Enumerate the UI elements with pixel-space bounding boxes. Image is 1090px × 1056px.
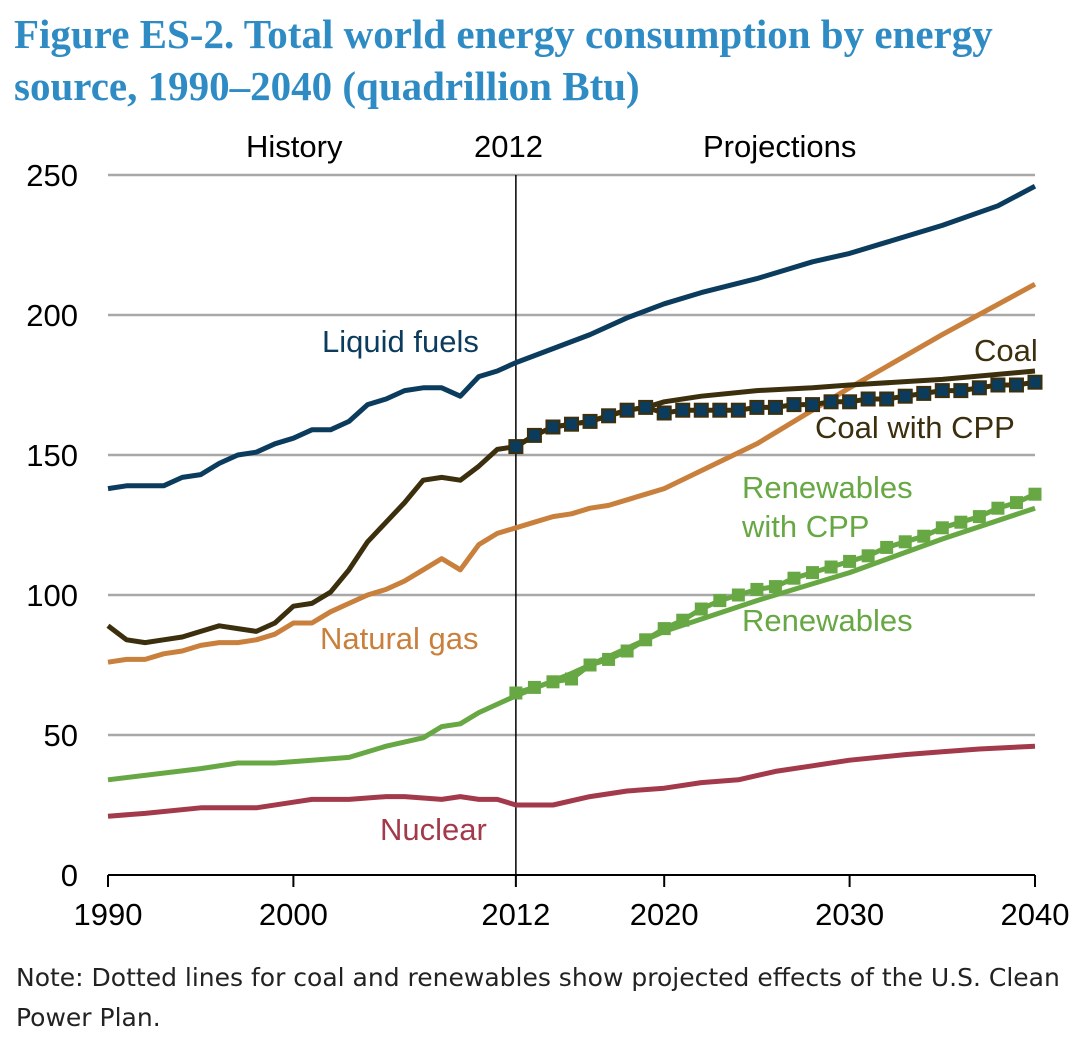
series-renewables-with-cpp-marker	[824, 560, 838, 574]
y-tick-label: 100	[26, 578, 78, 613]
series-coal-with-cpp-marker	[1027, 374, 1043, 390]
series-coal-with-cpp-marker	[545, 419, 561, 435]
series-renewables-with-cpp-marker	[917, 529, 931, 543]
series-coal-with-cpp-marker	[712, 402, 728, 418]
series-renewables-with-cpp-marker	[861, 549, 875, 563]
series-coal-with-cpp-marker	[934, 383, 950, 399]
series-renewables-with-cpp-marker	[527, 680, 541, 694]
series-coal-with-cpp-marker	[805, 397, 821, 413]
series-coal-with-cpp-marker	[767, 399, 783, 415]
x-tick-label: 2020	[630, 897, 699, 932]
series-renewables-with-cpp-marker	[787, 571, 801, 585]
history-label: History	[246, 129, 343, 164]
series-renewables-with-cpp-marker	[546, 675, 560, 689]
y-tick-label: 50	[44, 718, 78, 753]
series-coal-with-cpp-marker	[786, 397, 802, 413]
series-renewables-with-cpp-marker	[972, 510, 986, 524]
projections-label: Projections	[703, 129, 857, 164]
series-renewables-with-cpp-marker	[750, 582, 764, 596]
series-coal-with-cpp-marker	[897, 388, 913, 404]
series-coal-with-cpp-marker	[823, 394, 839, 410]
series-coal-with-cpp-marker	[860, 391, 876, 407]
series-coal-with-cpp-marker	[526, 427, 542, 443]
series-renewables-with-cpp-marker	[639, 633, 653, 647]
x-tick-label: 1990	[74, 897, 143, 932]
series-coal-with-cpp-marker	[971, 380, 987, 396]
label-coal-cpp: Coal with CPP	[815, 410, 1015, 445]
series-coal-with-cpp-marker	[842, 394, 858, 410]
series-coal-with-cpp-marker	[601, 408, 617, 424]
series-renewables-with-cpp-marker	[602, 652, 616, 666]
series-renewables-with-cpp-marker	[657, 622, 671, 636]
series-renewables-with-cpp-marker	[583, 658, 597, 672]
label-liquid-fuels: Liquid fuels	[322, 324, 479, 359]
series-renewables-with-cpp-marker	[954, 515, 968, 529]
series-renewables-with-cpp-marker	[713, 594, 727, 608]
y-tick-label: 250	[26, 158, 78, 193]
series-nuclear-line	[107, 743, 1036, 819]
chart-note: Note: Dotted lines for coal and renewabl…	[16, 963, 1060, 1032]
label-renewables-cpp: Renewables with CPP	[742, 470, 913, 544]
series-renewables-with-cpp-marker	[620, 644, 634, 658]
label-natural-gas: Natural gas	[320, 621, 479, 656]
y-tick-label: 150	[26, 438, 78, 473]
series-renewables-with-cpp-marker	[898, 535, 912, 549]
series-coal-with-cpp-marker	[508, 439, 524, 455]
series-renewables-with-cpp-marker	[694, 602, 708, 616]
series-coal-with-cpp-marker	[675, 402, 691, 418]
series-coal-with-cpp-marker	[916, 385, 932, 401]
series-renewables-with-cpp-marker	[768, 580, 782, 594]
x-tick-label: 2000	[259, 897, 328, 932]
series-coal-with-cpp-marker	[656, 405, 672, 421]
series-coal-with-cpp-marker	[879, 391, 895, 407]
label-coal: Coal	[974, 333, 1038, 368]
divider-year-label: 2012	[474, 129, 543, 164]
series-natural-gas-line	[107, 282, 1037, 665]
series-coal-line	[106, 368, 1036, 646]
series-coal-with-cpp-marker	[693, 402, 709, 418]
series-renewables-with-cpp-marker	[935, 521, 949, 535]
y-tick-label: 0	[61, 858, 78, 893]
y-tick-label: 200	[26, 298, 78, 333]
series-renewables-with-cpp-marker	[1009, 496, 1023, 510]
series-renewables-with-cpp-marker	[880, 540, 894, 554]
series-coal-with-cpp-marker	[990, 377, 1006, 393]
series-renewables-with-cpp-marker	[509, 686, 523, 700]
series-coal-with-cpp-marker	[564, 416, 579, 432]
chart-title: Figure ES-2. Total world energy consumpt…	[14, 11, 993, 109]
series-coal-with-cpp-marker	[953, 383, 969, 399]
series-renewables-with-cpp-marker	[676, 613, 690, 627]
series-renewables-with-cpp-marker	[991, 501, 1005, 515]
series-renewables-with-cpp-marker	[843, 554, 857, 568]
label-nuclear: Nuclear	[380, 812, 487, 847]
series-liquid-fuels-line	[107, 183, 1037, 492]
series-renewables-with-cpp-marker	[1028, 487, 1042, 501]
series-coal-with-cpp-marker	[582, 413, 598, 429]
series-coal-with-cpp-marker	[619, 402, 635, 418]
series-renewables-with-cpp-marker	[806, 566, 820, 580]
series-renewables-line	[107, 505, 1036, 783]
series-coal-with-cpp-marker	[638, 399, 654, 415]
series-coal-with-cpp-marker	[1008, 377, 1024, 393]
x-tick-label: 2012	[481, 897, 550, 932]
series-coal-with-cpp-marker	[730, 402, 746, 418]
series-renewables-with-cpp-marker	[731, 588, 745, 602]
x-tick-label: 2030	[815, 897, 884, 932]
series-coal-with-cpp-marker	[749, 399, 765, 415]
series-renewables-with-cpp-marker	[565, 672, 578, 686]
x-tick-label: 2040	[1001, 897, 1070, 932]
label-renewables: Renewables	[742, 603, 913, 638]
